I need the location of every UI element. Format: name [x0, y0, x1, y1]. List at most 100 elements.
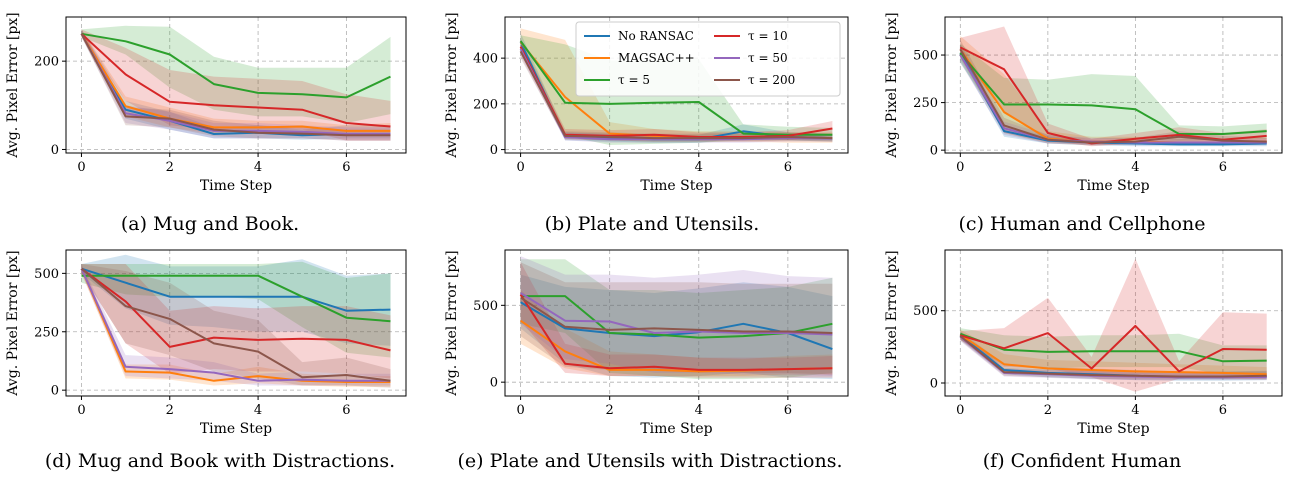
x-tick-label: 4 — [254, 403, 262, 418]
line-series-5 — [959, 48, 1267, 144]
legend-label-4: τ = 50 — [748, 51, 788, 65]
legend-frame — [575, 21, 841, 97]
x-tick-label: 2 — [166, 160, 174, 175]
x-tick-label: 2 — [166, 403, 174, 418]
x-tick-label: 6 — [342, 160, 350, 175]
x-tick-label: 6 — [784, 403, 792, 418]
line-series-2 — [81, 274, 391, 323]
plot-area — [80, 25, 391, 141]
y-tick-label: 500 — [913, 304, 938, 319]
x-axis-label: Time Step — [1077, 421, 1149, 437]
y-tick-label: 0 — [930, 376, 938, 391]
y-tick-label: 200 — [473, 97, 498, 112]
band-series-5 — [81, 264, 391, 388]
caption-c: (c) Human and Cellphone — [959, 213, 1206, 235]
line-series-5 — [959, 335, 1267, 378]
x-tick-label: 2 — [606, 403, 614, 418]
band-series-2 — [81, 261, 391, 358]
x-tick-label: 2 — [606, 160, 614, 175]
x-tick-label: 6 — [1219, 403, 1227, 418]
band-series-3 — [520, 39, 833, 141]
x-tick-label: 0 — [516, 403, 524, 418]
band-series-0 — [520, 274, 833, 380]
y-tick-label: 0 — [51, 143, 59, 158]
captions: (a) Mug and Book. (b) Plate and Utensils… — [45, 213, 1206, 472]
band-series-1 — [520, 28, 833, 143]
plot-area — [519, 256, 833, 380]
band-series-4 — [520, 256, 833, 376]
y-axis-label: Avg. Pixel Error [px] — [5, 12, 21, 158]
legend-label-3: τ = 10 — [748, 29, 788, 43]
axes-frame — [504, 16, 849, 154]
y-tick-label: 500 — [473, 299, 498, 314]
line-series-2 — [959, 332, 1267, 363]
x-tick-label: 4 — [695, 403, 703, 418]
legend-label-1: MAGSAC++ — [618, 51, 695, 65]
band-series-5 — [520, 262, 833, 375]
y-tick-label: 400 — [473, 52, 498, 67]
band-series-4 — [81, 29, 391, 141]
x-tick-label: 4 — [1131, 403, 1139, 418]
plot-area — [959, 258, 1267, 392]
y-tick-label: 250 — [34, 325, 59, 340]
x-tick-label: 2 — [1044, 403, 1052, 418]
axes-frame — [65, 249, 407, 397]
x-tick-label: 4 — [1131, 160, 1139, 175]
y-axis-label: Avg. Pixel Error [px] — [444, 12, 460, 158]
band-series-3 — [960, 258, 1267, 392]
line-series-5 — [80, 267, 391, 382]
line-series-4 — [519, 48, 833, 141]
x-axis-label: Time Step — [640, 421, 712, 437]
line-series-5 — [520, 296, 833, 334]
caption-d: (d) Mug and Book with Distractions. — [45, 450, 395, 472]
x-axis-label: Time Step — [200, 421, 272, 437]
x-axis-label: Time Step — [1077, 178, 1149, 194]
band-series-3 — [520, 262, 833, 378]
x-tick-label: 6 — [1219, 160, 1227, 175]
y-tick-label: 500 — [34, 267, 59, 282]
y-tick-label: 500 — [913, 49, 938, 64]
line-series-5 — [519, 50, 833, 140]
line-series-3 — [960, 324, 1267, 373]
line-series-3 — [519, 294, 833, 371]
x-tick-label: 0 — [956, 403, 964, 418]
line-series-2 — [519, 40, 833, 136]
y-tick-label: 0 — [930, 144, 938, 159]
y-tick-label: 200 — [34, 55, 59, 70]
legend: No RANSAC MAGSAC++ τ = 5 τ = 10 τ = 50 τ = 20… — [575, 21, 841, 97]
y-axis-label: Avg. Pixel Error [px] — [884, 250, 900, 396]
line-series-3 — [80, 33, 391, 128]
caption-e: (e) Plate and Utensils with Distractions… — [458, 450, 843, 472]
line-series-4 — [520, 292, 833, 336]
line-series-1 — [80, 33, 391, 132]
axes-frame — [944, 249, 1283, 397]
panel-f: 0 2 4 6 0 500 Time Step Avg. Pixel Error [px] — [884, 249, 1283, 437]
x-tick-label: 6 — [784, 160, 792, 175]
line-series-4 — [80, 268, 391, 382]
panel-d: 0 2 4 6 0 250 500 Time Step Avg. Pixel Error [px… — [5, 249, 407, 437]
line-series-1 — [80, 268, 391, 383]
line-series-1 — [959, 333, 1267, 376]
x-tick-label: 0 — [516, 160, 524, 175]
line-series-2 — [81, 32, 391, 99]
x-tick-label: 4 — [254, 160, 262, 175]
band-series-1 — [81, 29, 391, 137]
caption-a: (a) Mug and Book. — [121, 213, 299, 235]
axes-frame — [65, 16, 407, 154]
panel-e: 0 2 4 6 0 500 Time Step Avg. Pixel Error [px] — [444, 249, 849, 437]
band-series-5 — [81, 29, 391, 141]
x-tick-label: 0 — [77, 160, 85, 175]
line-series-5 — [80, 33, 391, 137]
legend-label-2: τ = 5 — [618, 73, 650, 87]
y-axis-label: Avg. Pixel Error [px] — [884, 12, 900, 158]
caption-b: (b) Plate and Utensils. — [545, 213, 760, 235]
panel-a: 0 2 4 6 0 200 Time Step Avg. Pixel Error [px] — [5, 12, 407, 194]
band-series-1 — [520, 290, 833, 376]
y-tick-label: 0 — [51, 384, 59, 399]
band-series-3 — [81, 264, 391, 379]
plot-area — [80, 254, 391, 388]
line-series-2 — [959, 52, 1267, 135]
x-tick-label: 6 — [342, 403, 350, 418]
